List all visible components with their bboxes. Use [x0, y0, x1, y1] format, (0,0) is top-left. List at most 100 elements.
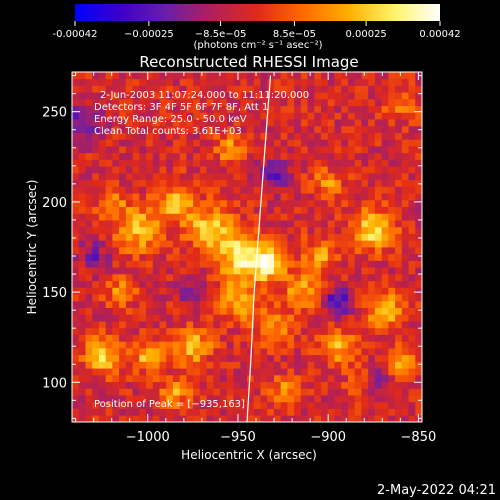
- heatmap-cell: [294, 105, 302, 113]
- heatmap-cell: [368, 159, 376, 167]
- heatmap-cell: [395, 314, 403, 322]
- heatmap-cell: [408, 220, 416, 228]
- heatmap-cell: [186, 146, 194, 154]
- heatmap-cell: [287, 415, 295, 422]
- heatmap-cell: [280, 321, 288, 329]
- heatmap-cell: [354, 401, 362, 409]
- heatmap-cell: [206, 186, 214, 194]
- heatmap-cell: [179, 179, 187, 187]
- heatmap-cell: [300, 395, 308, 403]
- heatmap-cell: [395, 152, 403, 160]
- heatmap-cell: [172, 125, 181, 133]
- heatmap-cell: [354, 193, 362, 201]
- heatmap-cell: [307, 159, 315, 167]
- heatmap-cell: [125, 98, 133, 107]
- heatmap-cell: [401, 112, 409, 120]
- heatmap-cell: [260, 226, 268, 234]
- heatmap-cell: [112, 347, 120, 356]
- heatmap-cell: [260, 314, 268, 322]
- heatmap-cell: [92, 361, 100, 369]
- heatmap-cell: [388, 260, 396, 268]
- heatmap-cell: [112, 273, 120, 282]
- y-axis-title: Heliocentric Y (arcsec): [25, 180, 39, 315]
- heatmap-cell: [240, 233, 248, 241]
- heatmap-cell: [280, 415, 288, 422]
- heatmap-cell: [334, 92, 342, 100]
- heatmap-cell: [388, 314, 396, 322]
- heatmap-cell: [388, 361, 396, 369]
- heatmap-cell: [112, 368, 120, 376]
- heatmap-cell: [72, 260, 80, 268]
- heatmap-cell: [105, 132, 113, 140]
- heatmap-cell: [240, 125, 248, 133]
- heatmap-cell: [395, 273, 403, 282]
- heatmap-cell: [327, 112, 335, 120]
- heatmap-cell: [347, 374, 356, 383]
- heatmap-cell: [199, 247, 208, 255]
- heatmap-cell: [172, 347, 181, 356]
- heatmap-cell: [172, 206, 181, 214]
- heatmap-cell: [321, 105, 329, 113]
- heatmap-cell: [199, 206, 208, 214]
- heatmap-cell: [247, 85, 255, 93]
- heatmap-cell: [307, 132, 315, 140]
- heatmap-cell: [206, 199, 214, 208]
- heatmap-cell: [314, 347, 322, 356]
- heatmap-cell: [280, 253, 288, 261]
- heatmap-cell: [98, 253, 107, 261]
- heatmap-cell: [361, 273, 369, 282]
- heatmap-cell: [132, 193, 140, 201]
- heatmap-cell: [146, 267, 154, 275]
- heatmap-cell: [280, 166, 288, 174]
- heatmap-cell: [186, 172, 194, 181]
- heatmap-cell: [132, 125, 140, 133]
- heatmap-cell: [179, 314, 187, 322]
- heatmap-cell: [347, 267, 356, 275]
- heatmap-cell: [280, 125, 288, 133]
- heatmap-cell: [314, 172, 322, 181]
- heatmap-cell: [119, 368, 127, 376]
- heatmap-cell: [347, 220, 356, 228]
- heatmap-cell: [408, 92, 416, 100]
- heatmap-cell: [327, 267, 335, 275]
- heatmap-cell: [213, 273, 221, 282]
- heatmap-cell: [220, 172, 228, 181]
- heatmap-cell: [72, 327, 80, 335]
- heatmap-cell: [119, 85, 127, 93]
- heatmap-cell: [401, 321, 409, 329]
- heatmap-cell: [374, 334, 383, 342]
- heatmap-cell: [300, 314, 308, 322]
- heatmap-cell: [307, 193, 315, 201]
- heatmap-cell: [159, 253, 167, 261]
- heatmap-cell: [226, 381, 234, 389]
- heatmap-cell: [280, 368, 288, 376]
- heatmap-cell: [321, 199, 329, 208]
- heatmap-cell: [408, 199, 416, 208]
- heatmap-cell: [92, 193, 100, 201]
- heatmap-cell: [186, 341, 194, 349]
- heatmap-cell: [105, 300, 113, 308]
- heatmap-cell: [381, 354, 389, 362]
- heatmap-cell: [321, 179, 329, 187]
- heatmap-cell: [226, 354, 234, 362]
- heatmap-cell: [374, 199, 383, 208]
- heatmap-cell: [408, 159, 416, 167]
- heatmap-cell: [119, 280, 127, 288]
- heatmap-cell: [294, 321, 302, 329]
- heatmap-cell: [354, 159, 362, 167]
- heatmap-cell: [327, 125, 335, 133]
- heatmap-cell: [186, 294, 194, 302]
- heatmap-cell: [105, 233, 113, 241]
- heatmap-cell: [307, 152, 315, 160]
- heatmap-cell: [388, 280, 396, 288]
- heatmap-cell: [287, 253, 295, 261]
- heatmap-cell: [347, 125, 356, 133]
- heatmap-cell: [105, 287, 113, 295]
- heatmap-cell: [260, 166, 268, 174]
- heatmap-cell: [368, 125, 376, 133]
- heatmap-cell: [408, 381, 416, 389]
- heatmap-cell: [233, 132, 241, 140]
- heatmap-cell: [85, 199, 93, 208]
- heatmap-cell: [193, 247, 201, 255]
- heatmap-cell: [321, 408, 329, 416]
